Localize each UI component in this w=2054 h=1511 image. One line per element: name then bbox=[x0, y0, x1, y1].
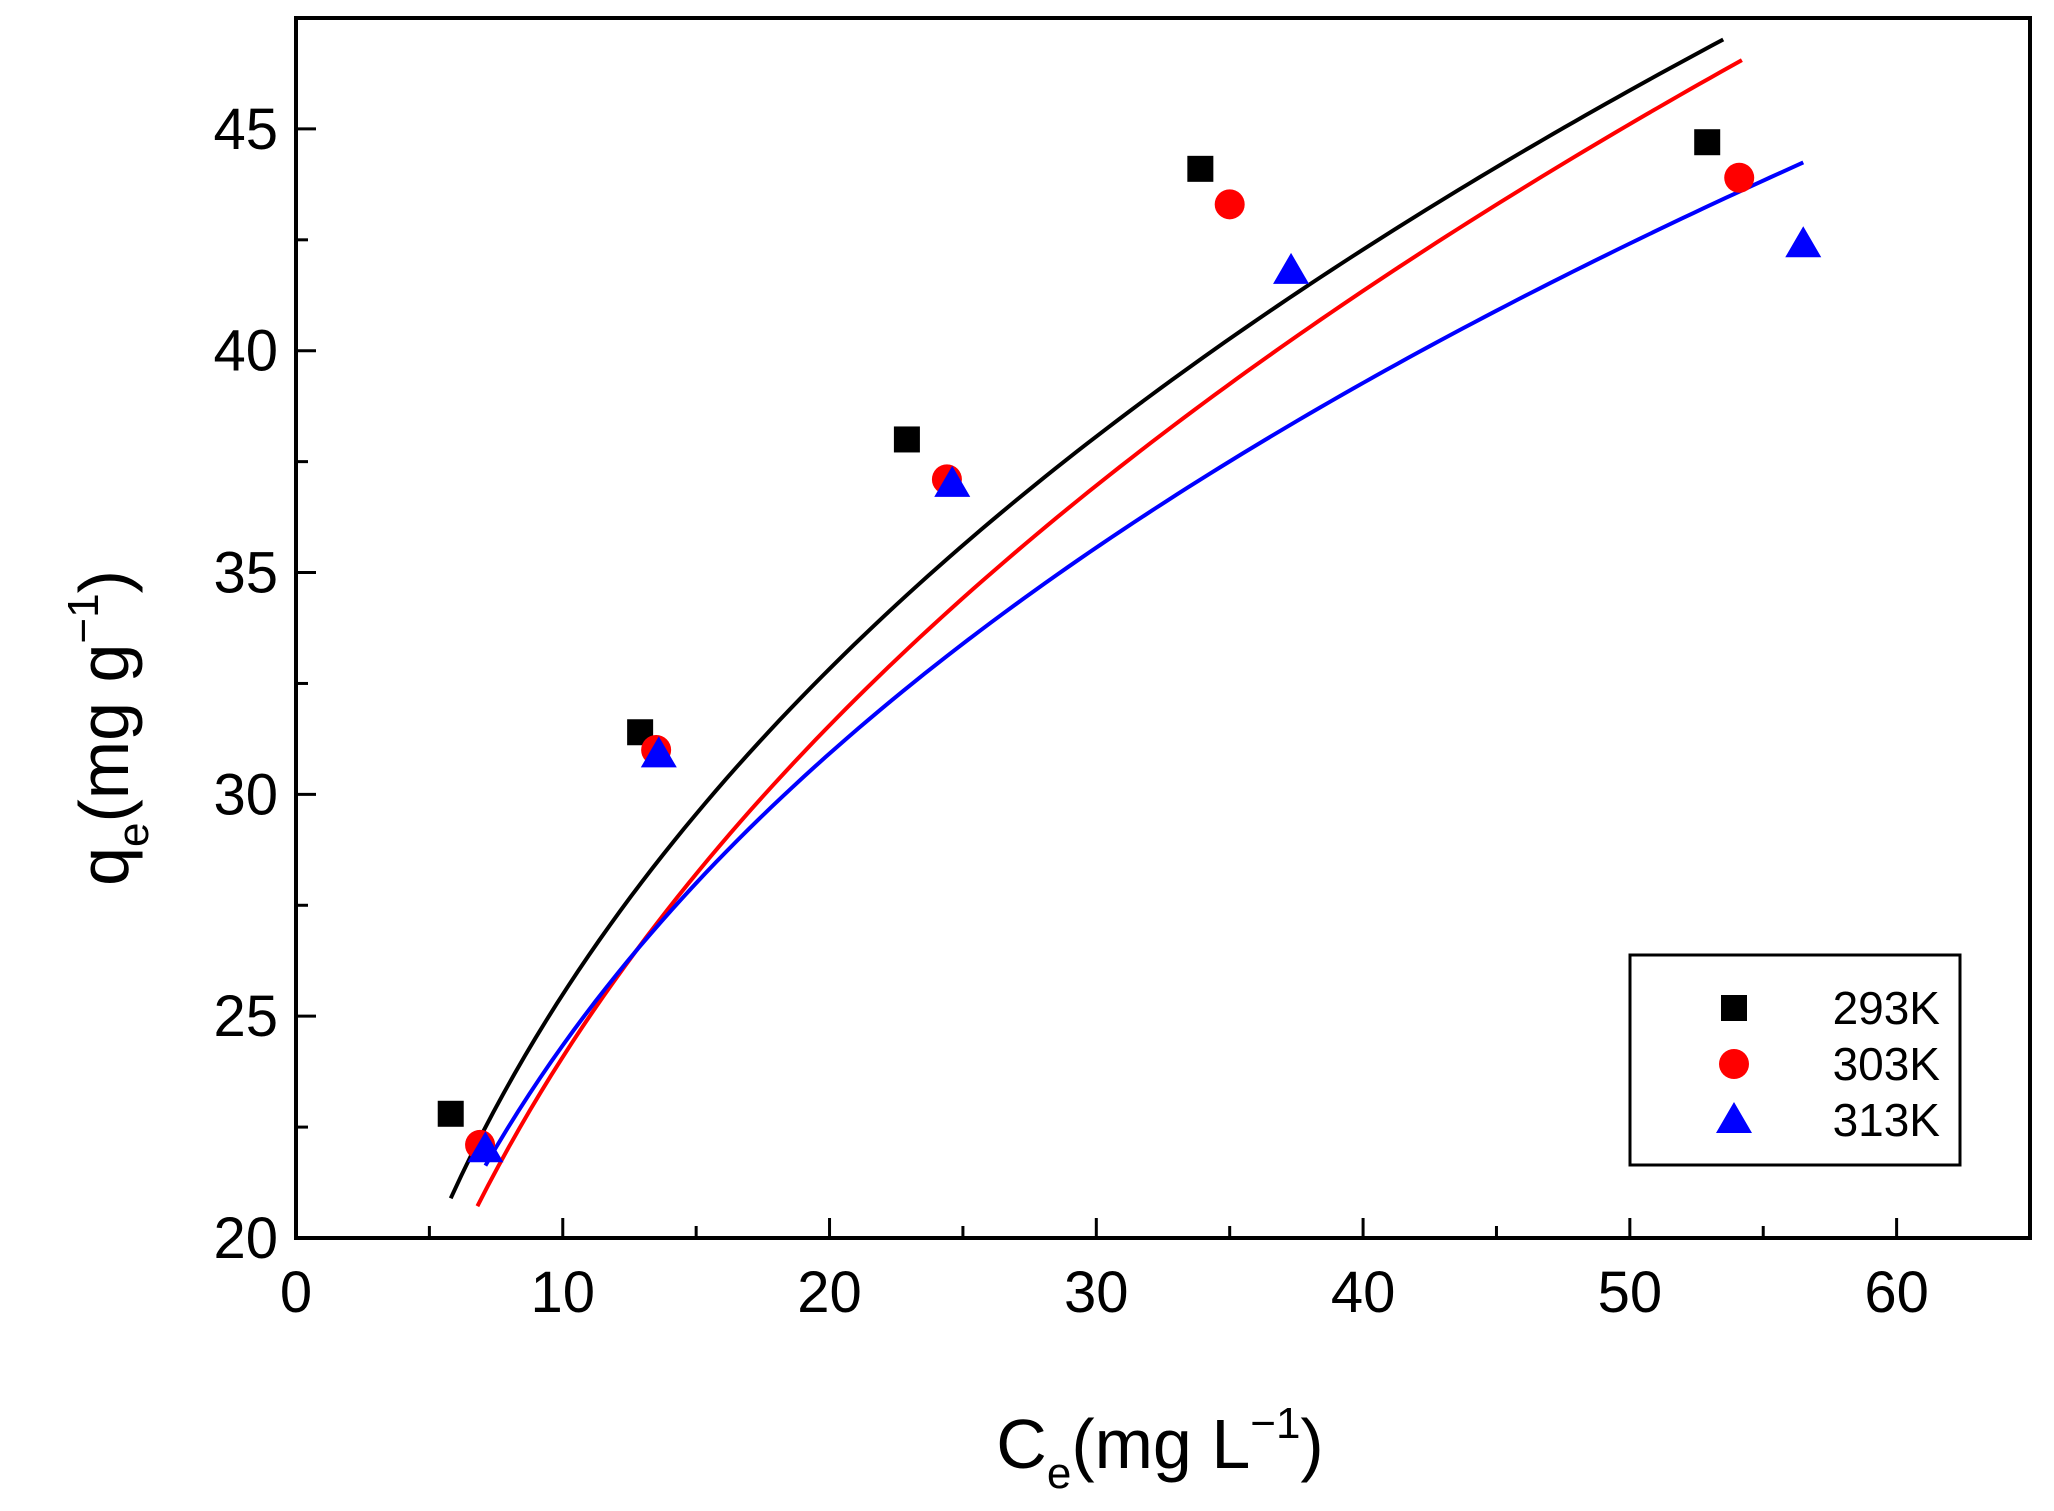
data-point-293K bbox=[437, 1100, 464, 1127]
y-tick-label: 40 bbox=[213, 319, 278, 384]
x-axis-title: Ce(mg L−1) bbox=[996, 1399, 1323, 1498]
data-point-313K bbox=[1273, 252, 1310, 284]
legend-label-313K: 313K bbox=[1833, 1094, 1941, 1146]
x-tick-label: 0 bbox=[280, 1260, 312, 1325]
fit-curves bbox=[448, 37, 1805, 1208]
y-tick-label: 25 bbox=[213, 984, 278, 1049]
x-tick-label: 40 bbox=[1331, 1260, 1396, 1325]
x-tick-label: 50 bbox=[1598, 1260, 1663, 1325]
x-tick-label: 20 bbox=[797, 1260, 862, 1325]
y-tick-label: 30 bbox=[213, 762, 278, 827]
fit-curve-293K bbox=[448, 37, 1725, 1200]
data-point-293K bbox=[1694, 129, 1721, 156]
legend-label-303K: 303K bbox=[1833, 1038, 1941, 1090]
data-point-303K bbox=[1214, 189, 1245, 220]
data-point-313K bbox=[467, 1131, 504, 1163]
legend-marker-293K bbox=[1721, 995, 1747, 1021]
legend-marker-313K bbox=[1716, 1102, 1752, 1133]
data-point-303K bbox=[1724, 162, 1755, 193]
data-point-313K bbox=[934, 465, 971, 497]
fit-curve-303K bbox=[475, 58, 1743, 1208]
data-point-313K bbox=[640, 736, 677, 768]
legend-label-293K: 293K bbox=[1833, 982, 1941, 1034]
data-markers bbox=[437, 129, 1822, 1163]
y-tick-label: 35 bbox=[213, 541, 278, 606]
y-tick-label: 20 bbox=[213, 1206, 278, 1271]
x-tick-label: 10 bbox=[531, 1260, 596, 1325]
data-point-293K bbox=[893, 426, 920, 453]
axes: 0 10 20 30 40 50 60 20 25 30 35 40 45 bbox=[213, 16, 2032, 1325]
y-axis-title: qe(mg g−1) bbox=[59, 570, 158, 886]
y-tick-label: 45 bbox=[213, 97, 278, 162]
data-point-313K bbox=[1785, 226, 1822, 258]
x-tick-label: 60 bbox=[1864, 1260, 1929, 1325]
plot-frame bbox=[294, 16, 2032, 1240]
legend-box bbox=[1628, 953, 1962, 1167]
data-point-293K bbox=[1187, 155, 1214, 182]
legend-marker-303K bbox=[1719, 1049, 1749, 1079]
x-tick-label: 30 bbox=[1064, 1260, 1129, 1325]
fit-curve-313K bbox=[483, 160, 1805, 1167]
